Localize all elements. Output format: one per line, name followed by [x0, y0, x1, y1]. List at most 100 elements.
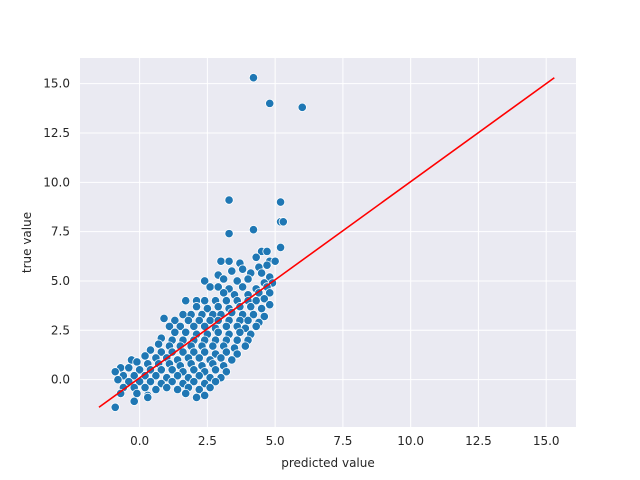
scatter-point: [170, 327, 180, 337]
scatter-point: [227, 266, 237, 276]
scatter-point: [243, 274, 253, 284]
scatter-point: [221, 321, 231, 331]
x-tick-label: 12.5: [465, 434, 492, 448]
scatter-point: [110, 402, 120, 412]
scatter-point: [200, 276, 210, 286]
scatter-point: [140, 371, 150, 381]
scatter-point: [221, 296, 231, 306]
scatter-point: [129, 396, 139, 406]
x-tick-label: 2.5: [198, 434, 217, 448]
scatter-point: [135, 365, 145, 375]
scatter-point: [145, 345, 156, 355]
scatter-point: [213, 282, 223, 292]
scatter-point: [216, 256, 226, 266]
x-tick-label: 15.0: [533, 434, 560, 448]
scatter-point: [224, 256, 234, 266]
scatter-point: [175, 321, 185, 331]
scatter-point: [275, 242, 286, 253]
scatter-point: [238, 264, 248, 274]
scatter-point: [235, 327, 245, 337]
scatter-point: [278, 217, 288, 227]
scatter-point: [216, 353, 226, 363]
scatter-point: [262, 260, 272, 270]
x-tick-label: 0.0: [130, 434, 149, 448]
scatter-point: [113, 375, 123, 385]
y-tick-label: 0.0: [51, 373, 70, 387]
scatter-point: [202, 304, 212, 314]
scatter-point: [194, 315, 204, 326]
y-tick-label: 7.5: [51, 225, 70, 239]
scatter-point: [156, 347, 166, 357]
scatter-point: [297, 102, 307, 112]
x-axis-label: predicted value: [281, 456, 375, 470]
x-tick-label: 10.0: [397, 434, 424, 448]
scatter-point: [265, 300, 275, 310]
y-tick-label: 10.0: [43, 175, 70, 189]
scatter-point: [219, 288, 229, 298]
scatter-point: [262, 246, 272, 256]
scatter-point: [213, 327, 223, 337]
scatter-point: [265, 288, 275, 298]
scatter-point: [259, 294, 269, 304]
scatter-point: [200, 296, 210, 306]
scatter-point: [208, 341, 218, 351]
y-tick-label: 5.0: [51, 274, 70, 288]
scatter-point: [205, 382, 215, 393]
scatter-point: [132, 388, 142, 399]
scatter-point: [116, 388, 126, 399]
scatter-point: [248, 309, 259, 320]
reference-line: [98, 77, 555, 408]
scatter-point: [232, 335, 242, 345]
y-axis-label: true value: [20, 212, 34, 273]
scatter-point: [248, 73, 259, 83]
scatter-point: [232, 276, 242, 286]
y-tick-label: 12.5: [43, 126, 70, 140]
scatter-point: [172, 371, 183, 381]
scatter-point: [205, 282, 215, 292]
scatter-point: [259, 311, 269, 322]
scatter-point: [154, 339, 164, 349]
scatter-point: [210, 365, 221, 375]
y-tick-label: 2.5: [51, 323, 70, 337]
scatter-point: [243, 315, 253, 326]
scatter-point: [213, 302, 223, 312]
scatter-point: [219, 274, 229, 284]
scatter-point: [248, 225, 259, 235]
scatter-point: [167, 377, 177, 387]
scatter-point: [265, 98, 275, 108]
scatter-point: [164, 321, 175, 331]
scatter-point: [140, 382, 150, 393]
scatter-point: [189, 347, 199, 357]
scatter-point: [194, 371, 204, 381]
x-tick-label: 7.5: [333, 434, 352, 448]
scatter-point: [172, 384, 183, 395]
scatter-point: [224, 229, 234, 239]
scatter-point: [221, 347, 231, 357]
scatter-point: [178, 347, 188, 357]
scatter-point: [151, 384, 161, 395]
x-tick-label: 5.0: [266, 434, 285, 448]
scatter-point: [227, 355, 237, 365]
scatter-point: [156, 365, 166, 375]
scatter-point: [143, 392, 153, 403]
y-tick-label: 15.0: [43, 77, 70, 91]
scatter-point: [181, 327, 191, 337]
scatter-point: [256, 304, 267, 314]
scatter-point: [275, 197, 286, 207]
scatter-point: [194, 353, 204, 363]
scatter-point: [183, 315, 194, 326]
scatter-point: [124, 363, 134, 373]
scatter-point: [246, 302, 256, 312]
x-tick-labels: 0.0 2.5 5.0 7.5 10.0 12.5 15.0: [130, 434, 559, 448]
scatter-point: [129, 371, 139, 381]
scatter-point: [189, 321, 199, 331]
scatter-point: [221, 367, 231, 377]
scatter-point: [240, 341, 250, 351]
scatter-point: [167, 365, 177, 375]
scatter-point: [191, 302, 202, 312]
scatter-point: [151, 371, 161, 381]
y-tick-labels: 0.0 2.5 5.0 7.5 10.0 12.5 15.0: [43, 77, 70, 387]
scatter-point: [159, 313, 169, 324]
scatter-point: [238, 282, 248, 292]
